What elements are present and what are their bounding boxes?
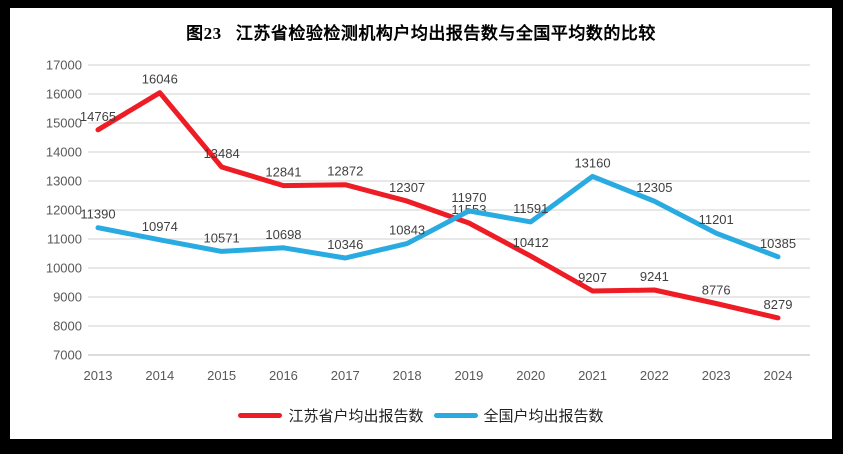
- svg-text:12872: 12872: [327, 164, 363, 179]
- svg-text:10571: 10571: [204, 230, 240, 245]
- svg-text:10843: 10843: [389, 223, 425, 238]
- svg-text:11201: 11201: [699, 212, 734, 227]
- svg-text:9241: 9241: [640, 269, 669, 284]
- legend-label-jiangsu: 江苏省户均出报告数: [288, 408, 424, 425]
- chart-title: 图23 江苏省检验检测机构户均出报告数与全国平均数的比较: [186, 24, 656, 43]
- svg-text:11970: 11970: [451, 190, 486, 205]
- svg-text:13484: 13484: [204, 146, 240, 161]
- svg-text:2023: 2023: [702, 368, 731, 383]
- y-axis-labels: 7000 8000 9000 10000 11000 12000 13000 14000 150…: [46, 58, 82, 363]
- svg-text:10412: 10412: [513, 235, 549, 250]
- svg-text:12305: 12305: [636, 180, 672, 195]
- legend-label-national: 全国户均出报告数: [483, 408, 604, 425]
- svg-text:10974: 10974: [142, 219, 178, 234]
- svg-text:8000: 8000: [53, 319, 82, 334]
- data-labels-1: 11390 10974 10571 10698 10346 10843 11970 11591…: [80, 155, 796, 252]
- svg-text:13000: 13000: [46, 174, 82, 189]
- svg-text:16000: 16000: [46, 87, 82, 102]
- svg-text:10000: 10000: [46, 261, 82, 276]
- blue-line-swatch-icon: [433, 413, 478, 418]
- red-line-swatch-icon: [238, 413, 283, 418]
- svg-text:14000: 14000: [46, 145, 82, 160]
- svg-text:8279: 8279: [764, 297, 793, 312]
- svg-text:2016: 2016: [269, 368, 298, 383]
- svg-text:10385: 10385: [760, 236, 796, 251]
- series-line-1: [95, 173, 781, 261]
- legend-item-national: 全国户均出报告数: [433, 405, 604, 426]
- chart-frame: 图23 江苏省检验检测机构户均出报告数与全国平均数的比较 7000 8000 900…: [10, 8, 832, 439]
- svg-text:11000: 11000: [47, 232, 82, 247]
- chart-legend: 江苏省户均出报告数 全国户均出报告数: [10, 405, 832, 426]
- gridlines: [88, 64, 810, 356]
- svg-text:2022: 2022: [640, 368, 669, 383]
- svg-text:9207: 9207: [578, 270, 607, 285]
- svg-text:10346: 10346: [327, 237, 363, 252]
- svg-text:2024: 2024: [764, 368, 793, 383]
- svg-text:17000: 17000: [46, 58, 82, 73]
- svg-text:2014: 2014: [145, 368, 174, 383]
- svg-text:9000: 9000: [53, 290, 82, 305]
- line-chart: 7000 8000 9000 10000 11000 12000 13000 14000 150…: [46, 58, 810, 383]
- svg-text:10698: 10698: [265, 227, 301, 242]
- svg-text:14765: 14765: [80, 109, 116, 124]
- svg-text:7000: 7000: [53, 348, 82, 363]
- svg-text:2021: 2021: [578, 368, 607, 383]
- svg-text:2019: 2019: [454, 368, 483, 383]
- svg-text:2020: 2020: [516, 368, 545, 383]
- x-axis-labels: 2013 2014 2015 2016 2017 2018 2019 2020 2021 2022…: [84, 368, 793, 383]
- svg-text:15000: 15000: [46, 116, 82, 131]
- svg-text:2017: 2017: [331, 368, 360, 383]
- svg-text:13160: 13160: [574, 155, 610, 170]
- svg-text:12000: 12000: [46, 203, 82, 218]
- svg-text:8776: 8776: [702, 282, 731, 297]
- legend-item-jiangsu: 江苏省户均出报告数: [238, 405, 424, 426]
- series-line-0: [95, 90, 781, 321]
- svg-text:16046: 16046: [142, 72, 178, 87]
- svg-text:11591: 11591: [513, 201, 548, 216]
- svg-text:2013: 2013: [84, 368, 113, 383]
- svg-text:11390: 11390: [80, 207, 115, 222]
- svg-text:12307: 12307: [389, 180, 425, 195]
- svg-text:12841: 12841: [265, 165, 301, 180]
- svg-text:2018: 2018: [393, 368, 422, 383]
- svg-text:2015: 2015: [207, 368, 236, 383]
